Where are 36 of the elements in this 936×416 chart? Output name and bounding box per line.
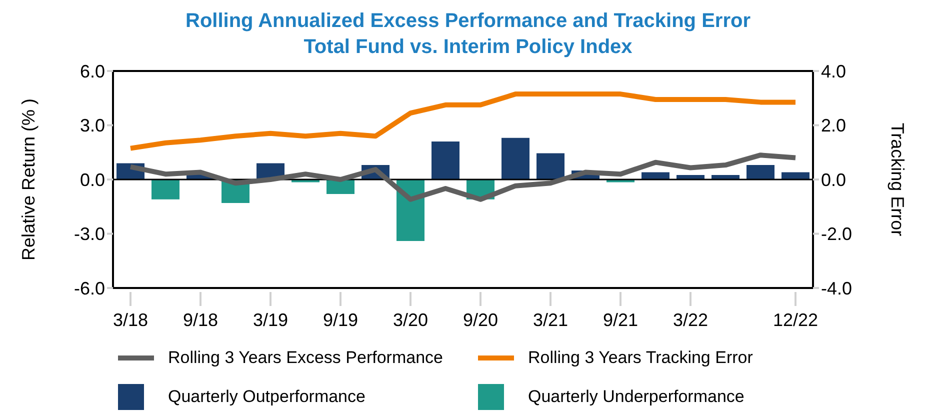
bar (536, 153, 564, 180)
bar (326, 180, 354, 194)
x-tick-label: 9/19 (322, 310, 358, 330)
y-tick-label: -6.0 (74, 278, 105, 298)
chart-subtitle: Total Fund vs. Interim Policy Index (302, 35, 634, 60)
y-tick-label: 0.0 (80, 170, 105, 190)
chart-title: Rolling Annualized Excess Performance and Tracking Error (184, 9, 752, 34)
bar (152, 180, 180, 200)
x-tick-label: 3/22 (672, 310, 708, 330)
bar (746, 165, 774, 180)
y2-tick-label: -4.0 (821, 278, 852, 298)
y2-tick-label: 4.0 (821, 61, 846, 82)
x-tick-label: 3/20 (392, 310, 428, 330)
x-tick-label: 12/22 (772, 310, 818, 330)
y2-tick-label: -2.0 (821, 224, 852, 244)
legend-label: Rolling 3 Years Tracking Error (528, 348, 753, 368)
x-tick-label: 9/21 (602, 310, 638, 330)
legend-label: Quarterly Underperformance (528, 387, 744, 407)
x-tick-label: 9/18 (182, 310, 218, 330)
x-tick-label: 9/20 (462, 310, 498, 330)
y2-tick-label: 0.0 (821, 170, 846, 190)
y-tick-label: 6.0 (80, 61, 105, 82)
y-tick-label: -3.0 (74, 224, 105, 244)
y2-tick-label: 2.0 (821, 116, 846, 136)
bar (642, 172, 670, 180)
legend-label: Quarterly Outperformance (168, 387, 366, 407)
y-axis-title: Relative Return (% ) (18, 98, 38, 261)
bar (782, 172, 810, 180)
legend-label: Rolling 3 Years Excess Performance (168, 348, 443, 368)
bar (502, 138, 530, 180)
x-tick-label: 3/19 (252, 310, 288, 330)
bar (432, 142, 460, 180)
x-tick-label: 3/18 (112, 310, 148, 330)
x-tick-label: 3/21 (532, 310, 568, 330)
y-tick-label: 3.0 (80, 116, 105, 136)
y2-axis-title: Tracking Error (888, 122, 908, 236)
